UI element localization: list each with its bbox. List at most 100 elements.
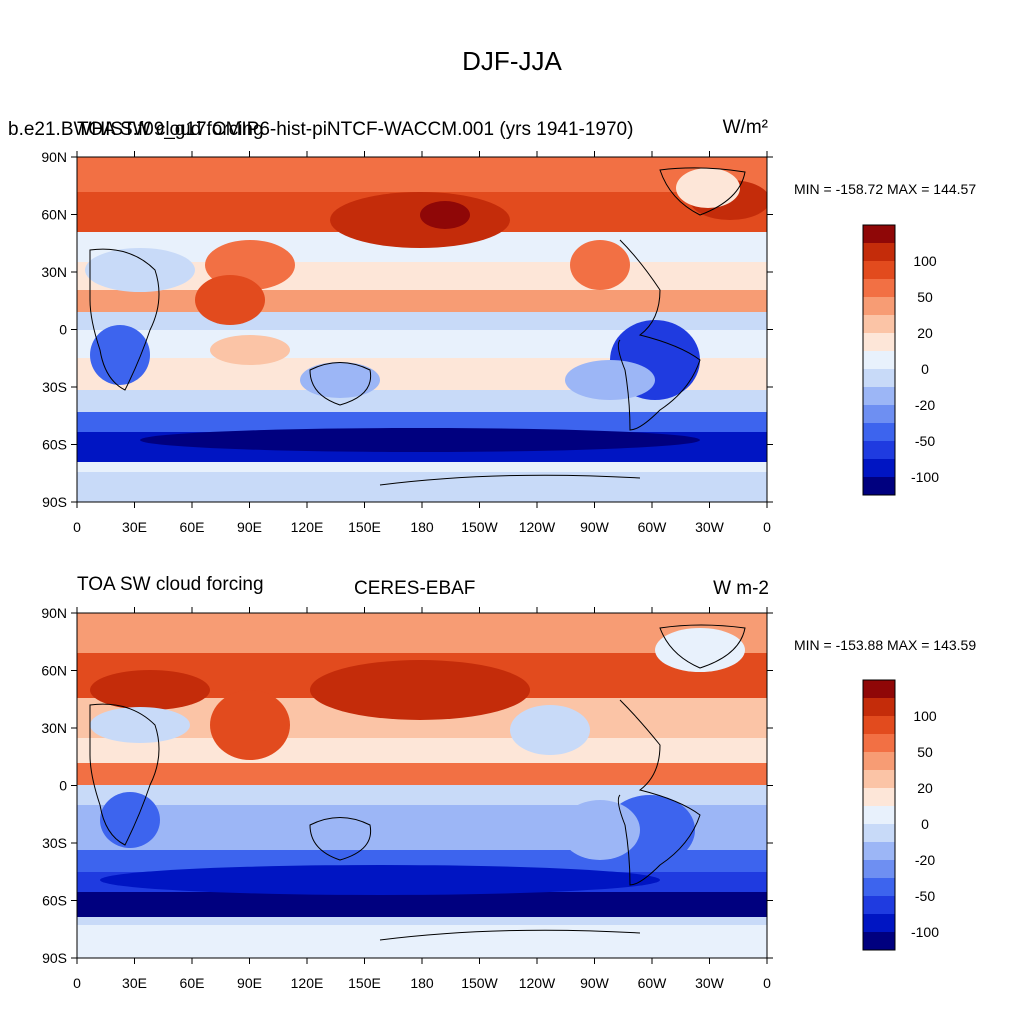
panel2-lon-label: 60E [180, 975, 205, 991]
panel1-lon-label: 30E [122, 519, 147, 535]
panel1-colorbar-label: 20 [917, 325, 933, 341]
colorbar-swatch [863, 824, 895, 843]
panel2-center-title: CERES-EBAF [354, 578, 476, 599]
panel1-lat-label: 60N [41, 207, 67, 223]
colorbar-swatch [863, 860, 895, 879]
colorbar-swatch [863, 441, 895, 460]
colorbar-swatch [863, 788, 895, 807]
panel1-lon-label: 120W [519, 519, 556, 535]
colorbar-swatch [863, 680, 895, 699]
panel1-colorbar: 100 50 20 0 -20 -50 -100 [862, 224, 939, 496]
panel1-units: W/m² [722, 117, 768, 138]
colorbar-swatch [863, 914, 895, 933]
panel2-lon-label: 60W [638, 975, 668, 991]
panel1-field [77, 157, 767, 502]
panel2-lon-label: 90W [580, 975, 610, 991]
panel2-coastlines [89, 624, 746, 941]
colorbar-swatch [863, 369, 895, 388]
panel2-lat-label: 0 [59, 778, 67, 794]
panel2-lat-label: 60S [42, 893, 67, 909]
panel1-coastlines [89, 167, 746, 486]
panel1-map [77, 157, 767, 502]
colorbar-swatch [863, 459, 895, 478]
panel2-units: W m-2 [713, 578, 769, 599]
panel1-axes: 90N 60N 30N 0 30S 60S 90S 0 30E 60E 90E 120E 150E 180… [41, 149, 773, 535]
colorbar-swatch [863, 387, 895, 406]
panel2-colorbar-label: 0 [921, 816, 929, 832]
colorbar-swatch [863, 477, 895, 496]
colorbar-swatch [863, 279, 895, 298]
panel1-lon-label: 0 [763, 519, 771, 535]
panel2-colorbar-label: -100 [911, 924, 939, 940]
colorbar-swatch [863, 261, 895, 280]
colorbar-swatch [863, 225, 895, 244]
panel1-lat-label: 60S [42, 437, 67, 453]
page-title: DJF-JJA [462, 46, 562, 76]
panel2-lon-label: 120W [519, 975, 556, 991]
colorbar-swatch [863, 297, 895, 316]
panel1-lat-label: 0 [59, 322, 67, 338]
panel2-lon-label: 0 [73, 975, 81, 991]
panel1-colorbar-label: -100 [911, 469, 939, 485]
panel1-lat-label: 90S [42, 494, 67, 510]
colorbar-swatch [863, 315, 895, 334]
panel2-colorbar-label: -50 [915, 888, 935, 904]
panel1-lon-label: 120E [291, 519, 324, 535]
panel2-lon-label: 0 [763, 975, 771, 991]
panel1-lon-label: 0 [73, 519, 81, 535]
panel2-lon-label: 90E [237, 975, 262, 991]
panel1-colorbar-label: -50 [915, 433, 935, 449]
colorbar-swatch [863, 932, 895, 951]
colorbar-swatch [863, 333, 895, 352]
panel1-lon-label: 60W [638, 519, 668, 535]
panel2-lat-label: 90N [41, 605, 67, 621]
panel1-lat-label: 90N [41, 149, 67, 165]
panel1-colorbar-label: 50 [917, 289, 933, 305]
panel1-lon-label: 180 [410, 519, 434, 535]
panel2-lat-label: 30N [41, 720, 67, 736]
panel1-lon-label: 150W [461, 519, 498, 535]
panel2-colorbar-label: 50 [917, 744, 933, 760]
colorbar-swatch [863, 405, 895, 424]
panel1-left-title: TOA SW cloud forcing [77, 119, 264, 140]
panel1-lon-label: 30W [695, 519, 725, 535]
panel2-lat-label: 90S [42, 950, 67, 966]
colorbar-swatch [863, 243, 895, 262]
panel2-colorbar-label: 100 [913, 708, 937, 724]
panel1-lon-label: 150E [348, 519, 381, 535]
panel1-lon-label: 60E [180, 519, 205, 535]
panel1-lon-label: 90W [580, 519, 610, 535]
panel1-min-max: MIN = -158.72 MAX = 144.57 [794, 181, 977, 197]
panel2-colorbar: 100 50 20 0 -20 -50 -100 [862, 679, 939, 951]
panel2-colorbar-label: 20 [917, 780, 933, 796]
panel2-lat-label: 60N [41, 663, 67, 679]
panel2-lon-label: 150E [348, 975, 381, 991]
colorbar-swatch [863, 351, 895, 370]
panel2-lon-label: 30E [122, 975, 147, 991]
panel2-field [77, 613, 767, 958]
panel2-left-title: TOA SW cloud forcing [77, 574, 264, 595]
colorbar-swatch [863, 806, 895, 825]
colorbar-swatch [863, 842, 895, 861]
panel2-lon-label: 30W [695, 975, 725, 991]
panel2-colorbar-label: -20 [915, 852, 935, 868]
panel1-colorbar-label: 0 [921, 361, 929, 377]
colorbar-swatch [863, 423, 895, 442]
panel2-min-max: MIN = -153.88 MAX = 143.59 [794, 637, 977, 653]
panel2-lat-label: 30S [42, 835, 67, 851]
panel2-lon-label: 120E [291, 975, 324, 991]
colorbar-swatch [863, 896, 895, 915]
colorbar-swatch [863, 878, 895, 897]
panel2-axes: 90N 60N 30N 0 30S 60S 90S 0 30E 60E 90E 120E 150E 180… [41, 605, 773, 991]
panel2-lon-label: 180 [410, 975, 434, 991]
panel1-colorbar-label: 100 [913, 253, 937, 269]
colorbar-swatch [863, 752, 895, 771]
panel2-map [77, 613, 767, 958]
colorbar-swatch [863, 770, 895, 789]
panel1-colorbar-label: -20 [915, 397, 935, 413]
panel1-lat-label: 30N [41, 264, 67, 280]
panel1-lat-label: 30S [42, 379, 67, 395]
colorbar-swatch [863, 698, 895, 717]
colorbar-swatch [863, 716, 895, 735]
panel1-lon-label: 90E [237, 519, 262, 535]
